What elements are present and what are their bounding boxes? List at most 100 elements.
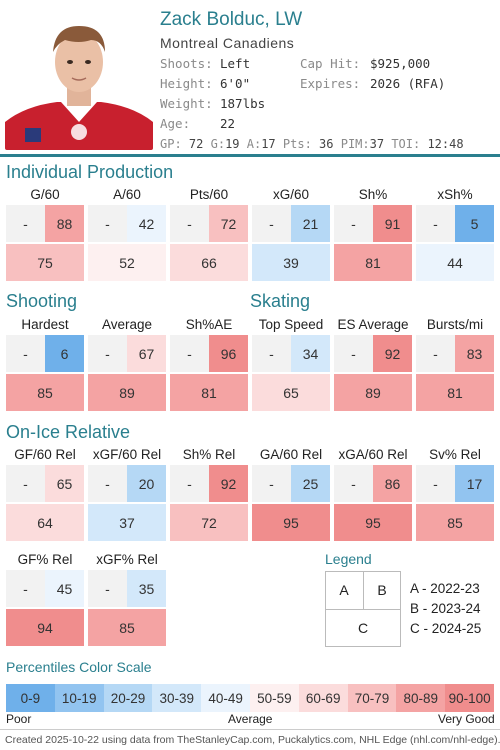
metric-cell-svrel-c: 85 — [416, 504, 494, 541]
metric-cell-ga60-b: 25 — [291, 465, 330, 502]
metric-cell-gfpct-c: 94 — [6, 609, 84, 646]
season-stats-line: GP: 72 G:19 A:17 Pts: 36 PIM:37 TOI: 12:… — [160, 137, 464, 151]
metric-title-average: Average — [101, 317, 153, 332]
metric-cell-hardest-c: 85 — [6, 374, 84, 411]
metric-cell-g60-b: 88 — [45, 205, 84, 242]
legend-c-desc: C - 2024-25 — [410, 621, 482, 636]
metric-cell-a60-a: - — [88, 205, 127, 242]
g-value: 19 — [225, 137, 240, 151]
age-value: 22 — [220, 116, 236, 131]
scale-bin-7: 70-79 — [347, 684, 397, 712]
height-label: Height: — [160, 76, 213, 91]
metric-cell-shrel-a: - — [170, 465, 209, 502]
metric-cell-xgfpct-a: - — [88, 570, 127, 607]
scale-bin-0: 0-9 — [6, 684, 55, 712]
metric-cell-xg60-a: - — [252, 205, 291, 242]
caphit-label: Cap Hit: — [300, 56, 361, 71]
metric-cell-shrel-b: 92 — [209, 465, 248, 502]
scale-bin-8: 80-89 — [396, 684, 446, 712]
metric-cell-hardest-b: 6 — [45, 335, 84, 372]
shoots-value: Left — [220, 56, 251, 71]
metric-cell-xgf60-a: - — [88, 465, 127, 502]
metric-cell-xg60-b: 21 — [291, 205, 330, 242]
metric-cell-topspd-a: - — [252, 335, 291, 372]
metric-title-xg60: xG/60 — [272, 187, 310, 202]
scale-very-good-label: Very Good — [438, 712, 495, 726]
metric-cell-xga60-c: 95 — [334, 504, 412, 541]
metric-title-svrel: Sv% Rel — [429, 447, 481, 462]
footer-credit: Created 2025-10-22 using data from TheSt… — [5, 734, 500, 746]
metric-cell-xsh-c: 44 — [416, 244, 494, 281]
pim-value: 37 — [369, 137, 385, 151]
metric-cell-esavg-a: - — [334, 335, 373, 372]
section-shooting: Shooting — [6, 291, 78, 311]
metric-cell-sh-c: 81 — [334, 244, 412, 281]
metric-title-bursts: Bursts/mi — [426, 317, 484, 332]
metric-cell-g60-c: 75 — [6, 244, 84, 281]
metric-title-shae: Sh%AE — [185, 317, 233, 332]
metric-cell-shae-c: 81 — [170, 374, 248, 411]
metric-title-sh: Sh% — [358, 187, 388, 202]
scale-bin-3: 30-39 — [152, 684, 202, 712]
metric-cell-pts60-c: 66 — [170, 244, 248, 281]
toi-value: 12:48 — [427, 137, 464, 151]
scale-title: Percentiles Color Scale — [6, 659, 152, 675]
player-name: Zack Bolduc, LW — [160, 9, 303, 30]
metric-cell-gfpct-b: 45 — [45, 570, 84, 607]
metric-title-xgf60: xGF/60 Rel — [92, 447, 162, 462]
scale-bin-2: 20-29 — [103, 684, 153, 712]
metric-cell-g60-a: - — [6, 205, 45, 242]
section-skating: Skating — [250, 291, 311, 311]
metric-cell-shae-a: - — [170, 335, 209, 372]
legend-cell-a: A — [339, 582, 349, 598]
metric-cell-gf60-b: 65 — [45, 465, 84, 502]
player-photo — [5, 10, 153, 150]
scale-average-label: Average — [228, 712, 273, 726]
metric-cell-sh-a: - — [334, 205, 373, 242]
height-value: 6'0" — [220, 76, 251, 91]
weight-value: 187lbs — [220, 96, 266, 111]
g-label: G: — [210, 137, 226, 151]
metric-cell-pts60-b: 72 — [209, 205, 248, 242]
section-on-ice-relative: On-Ice Relative — [6, 422, 131, 442]
scale-bin-4: 40-49 — [201, 684, 250, 712]
metric-cell-shrel-c: 72 — [170, 504, 248, 541]
expires-value: 2026 (RFA) — [370, 76, 446, 91]
scale-bin-9: 90-100 — [445, 684, 494, 712]
metric-title-pts60: Pts/60 — [189, 187, 229, 202]
shoots-row: Shoots: — [160, 56, 213, 71]
metric-title-gf60: GF/60 Rel — [14, 447, 76, 462]
metric-cell-xga60-a: - — [334, 465, 373, 502]
metric-cell-hardest-a: - — [6, 335, 45, 372]
legend-cell-b: B — [377, 582, 387, 598]
legend-cell-c: C — [357, 620, 369, 636]
legend-v-divider — [363, 571, 364, 609]
metric-cell-svrel-a: - — [416, 465, 455, 502]
pts-label: Pts: — [282, 137, 312, 151]
scale-bin-1: 10-19 — [54, 684, 104, 712]
metric-cell-xgfpct-b: 35 — [127, 570, 166, 607]
scale-bin-5: 50-59 — [250, 684, 299, 712]
a-value: 17 — [261, 137, 276, 151]
metric-title-shrel: Sh% Rel — [182, 447, 236, 462]
metric-title-topspd: Top Speed — [258, 317, 324, 332]
gp-value: 72 — [188, 137, 204, 151]
a-label: A: — [246, 137, 262, 151]
toi-label: TOI: — [391, 137, 421, 151]
legend-title: Legend — [325, 551, 372, 567]
legend-h-divider — [325, 609, 401, 610]
caphit-value: $925,000 — [370, 56, 431, 71]
metric-cell-pts60-a: - — [170, 205, 209, 242]
pim-label: PIM: — [340, 137, 370, 151]
expires-label: Expires: — [300, 76, 361, 91]
metric-cell-bursts-c: 81 — [416, 374, 494, 411]
metric-title-gfpct: GF% Rel — [17, 552, 73, 567]
metric-cell-ga60-c: 95 — [252, 504, 330, 541]
gp-label: GP: — [160, 137, 182, 151]
metric-cell-bursts-b: 83 — [455, 335, 494, 372]
metric-cell-a60-c: 52 — [88, 244, 166, 281]
metric-cell-gf60-c: 64 — [6, 504, 84, 541]
pts-value: 36 — [319, 137, 334, 151]
metric-cell-average-c: 89 — [88, 374, 166, 411]
metric-cell-xg60-c: 39 — [252, 244, 330, 281]
